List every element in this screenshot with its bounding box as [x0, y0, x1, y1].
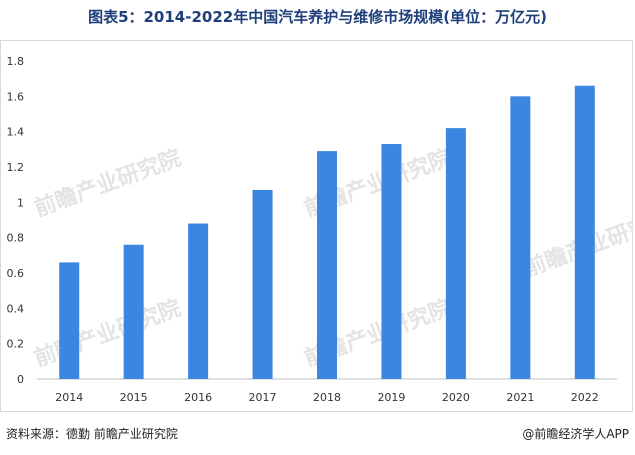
y-tick-label: 1.2: [7, 161, 25, 174]
y-tick-label: 0.8: [7, 232, 25, 245]
x-tick-label: 2015: [120, 391, 148, 404]
bar-2015: [123, 244, 144, 379]
watermark-text: 前瞻产业研究院: [31, 145, 185, 222]
bar-2022: [574, 85, 595, 379]
bar-2014: [59, 262, 80, 379]
x-tick-label: 2021: [506, 391, 534, 404]
bar-2017: [252, 189, 273, 379]
y-tick-label: 0.2: [7, 338, 25, 351]
x-tick-label: 2017: [249, 391, 277, 404]
x-tick-label: 2022: [571, 391, 599, 404]
x-tick-label: 2019: [377, 391, 405, 404]
bar-2020: [445, 128, 466, 379]
source-note: 资料来源：德勤 前瞻产业研究院: [6, 427, 178, 441]
credit-note: @前瞻经济学人APP: [522, 427, 629, 441]
bars-group: [59, 85, 595, 380]
bar-2019: [381, 144, 402, 379]
y-tick-label: 1.8: [7, 55, 25, 68]
y-axis-ticks: 0 0.2 0.4 0.6 0.8 1 1.2 1.4 1.6 1.8: [7, 55, 25, 386]
x-tick-label: 2018: [313, 391, 341, 404]
y-tick-label: 1.4: [7, 126, 25, 139]
bar-2016: [188, 223, 209, 379]
x-tick-label: 2020: [442, 391, 470, 404]
x-tick-label: 2016: [184, 391, 212, 404]
y-tick-label: 0.6: [7, 267, 25, 280]
chart-frame: [0, 40, 633, 412]
y-tick-label: 1.6: [7, 90, 25, 103]
x-axis-ticks: 2014 2015 2016 2017 2018 2019 2020 2021 2022: [55, 391, 599, 404]
x-tick-label: 2014: [55, 391, 83, 404]
chart-title: 图表5：2014-2022年中国汽车养护与维修市场规模(单位：万亿元): [88, 8, 547, 26]
bar-2018: [317, 151, 337, 379]
y-tick-label: 0.4: [7, 302, 25, 315]
y-tick-label: 1: [17, 196, 24, 209]
watermark-text: 前瞻产业研究院: [31, 295, 185, 372]
bar-chart: 前瞻产业研究院前瞻产业研究院前瞻产业研究院前瞻产业研究院前瞻产业研究院 00.2…: [7, 55, 634, 404]
bar-2021: [510, 96, 531, 380]
y-tick-label: 0: [17, 373, 24, 386]
